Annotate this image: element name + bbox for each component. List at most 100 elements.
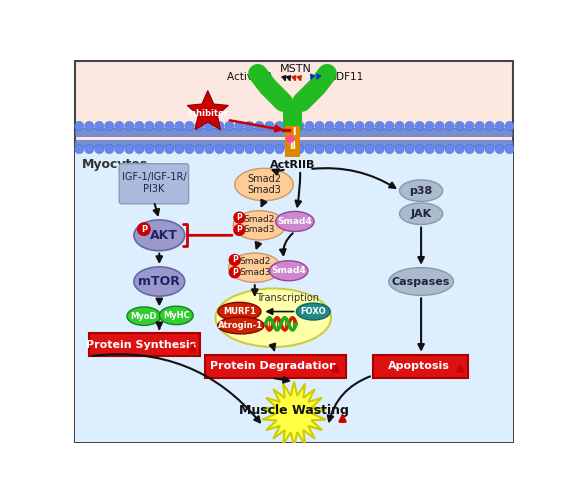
Polygon shape [262,381,326,446]
Polygon shape [187,91,228,129]
Text: Activin A: Activin A [227,72,273,82]
Text: P: P [232,268,238,277]
Ellipse shape [134,267,185,296]
Circle shape [229,266,241,278]
Ellipse shape [269,261,308,281]
Text: II: II [289,141,296,151]
Circle shape [305,122,314,130]
Text: Smad2: Smad2 [244,215,275,224]
Circle shape [415,144,424,154]
Circle shape [385,144,394,154]
Text: P: P [237,226,242,235]
Circle shape [125,122,134,130]
Circle shape [275,122,284,130]
Text: Myocytes: Myocytes [83,158,148,171]
Circle shape [285,144,294,154]
Circle shape [315,144,324,154]
Text: Smad3: Smad3 [244,226,275,235]
Circle shape [405,122,414,130]
Circle shape [395,144,404,154]
Circle shape [85,122,94,130]
Text: P: P [237,213,242,222]
Text: Apoptosis: Apoptosis [388,361,450,371]
Circle shape [435,122,444,130]
FancyBboxPatch shape [74,127,513,137]
Ellipse shape [233,211,285,240]
Text: P: P [232,255,238,264]
Circle shape [495,144,504,154]
Circle shape [345,144,354,154]
Text: inhibitor: inhibitor [187,109,229,118]
FancyBboxPatch shape [283,102,302,131]
FancyBboxPatch shape [74,143,513,442]
Circle shape [255,144,264,154]
Circle shape [225,122,234,130]
Circle shape [135,122,144,130]
Text: Atrogin-1: Atrogin-1 [218,321,264,330]
Circle shape [105,122,114,130]
Circle shape [345,122,354,130]
Text: mTOR: mTOR [138,275,180,288]
Circle shape [155,122,164,130]
FancyBboxPatch shape [89,333,200,356]
Circle shape [144,144,154,154]
Circle shape [105,144,114,154]
Text: Muscle Wasting: Muscle Wasting [239,404,349,417]
Text: Caspases: Caspases [392,276,450,286]
Ellipse shape [296,303,330,320]
Circle shape [375,144,384,154]
Circle shape [285,122,294,130]
Ellipse shape [276,212,314,232]
Circle shape [95,144,104,154]
Circle shape [505,122,515,130]
Circle shape [495,122,504,130]
Text: Smad4: Smad4 [271,266,306,275]
Circle shape [435,144,444,154]
Circle shape [305,144,314,154]
Circle shape [385,122,394,130]
Circle shape [155,144,164,154]
Text: MyHC: MyHC [163,311,190,320]
Circle shape [295,122,304,130]
Text: FOXO: FOXO [300,307,326,316]
Circle shape [475,122,484,130]
Circle shape [465,144,474,154]
Circle shape [137,222,151,236]
Ellipse shape [388,267,453,295]
Circle shape [195,122,204,130]
Ellipse shape [218,317,264,334]
Circle shape [425,144,434,154]
Circle shape [185,122,194,130]
Circle shape [235,144,244,154]
Text: Smad2: Smad2 [247,174,281,184]
Circle shape [286,135,294,143]
Circle shape [233,224,246,236]
FancyBboxPatch shape [119,164,189,204]
Text: Smad3: Smad3 [247,185,281,195]
Text: ActRIIB: ActRIIB [270,160,315,170]
Text: Smad3: Smad3 [239,268,270,277]
Circle shape [415,122,424,130]
Ellipse shape [399,180,443,201]
Ellipse shape [215,288,331,347]
Ellipse shape [229,253,281,282]
Circle shape [335,144,344,154]
Circle shape [175,144,184,154]
Circle shape [233,212,246,224]
Circle shape [315,122,324,130]
Text: MSTN: MSTN [280,64,312,74]
Circle shape [95,122,104,130]
Circle shape [265,122,274,130]
Text: IGF-1/IGF-1R/
PI3K: IGF-1/IGF-1R/ PI3K [121,172,186,194]
Circle shape [74,122,84,130]
Circle shape [245,144,254,154]
Circle shape [465,122,474,130]
Circle shape [335,122,344,130]
Circle shape [255,122,264,130]
Circle shape [185,144,194,154]
FancyBboxPatch shape [74,140,513,147]
Text: MyoD: MyoD [131,312,157,321]
Text: Protein Degradation: Protein Degradation [210,361,337,371]
Circle shape [205,144,214,154]
Circle shape [235,122,244,130]
